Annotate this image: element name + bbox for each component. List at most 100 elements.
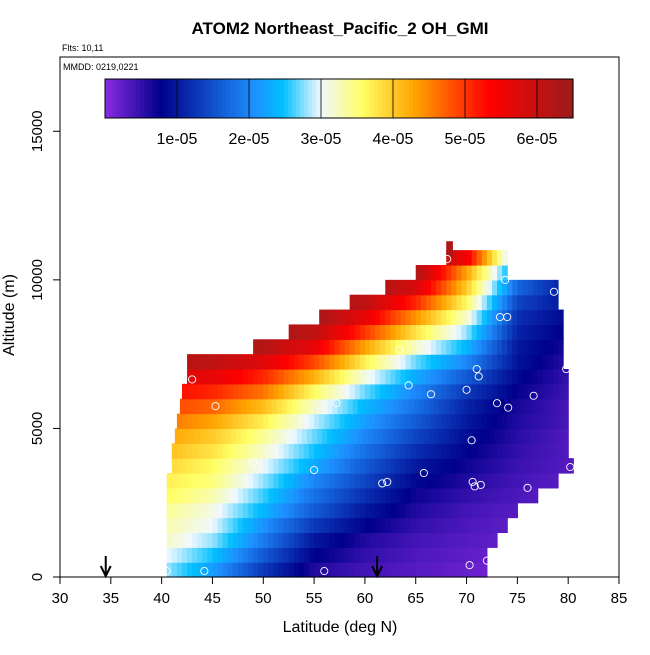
heatmap-cell: [512, 383, 518, 400]
heatmap-cell: [563, 383, 569, 400]
heatmap-cell: [263, 383, 269, 400]
heatmap-cell: [283, 517, 290, 534]
heatmap-cell: [507, 473, 513, 489]
heatmap-cell: [547, 324, 554, 340]
heatmap-cell: [364, 532, 371, 548]
heatmap-cell: [395, 354, 402, 370]
heatmap-cell: [532, 354, 539, 370]
heatmap-cell: [364, 443, 371, 459]
heatmap-cell: [410, 443, 417, 459]
heatmap-cell: [222, 487, 229, 504]
observation-point: [462, 385, 471, 394]
heatmap-cell: [476, 458, 483, 474]
heatmap-cell: [324, 413, 330, 430]
heatmap-cell: [293, 487, 300, 504]
heatmap-cell: [248, 547, 254, 563]
heatmap-cell: [552, 413, 559, 430]
heatmap-cell: [342, 428, 349, 444]
observation-markers: [162, 255, 575, 576]
heatmap-cell: [181, 487, 188, 504]
heatmap-cell: [240, 398, 247, 415]
heatmap-cell: [486, 532, 493, 548]
colorbar-swatch: [530, 79, 535, 118]
heatmap-cell: [212, 517, 219, 534]
heatmap-cell: [400, 383, 407, 400]
heatmap-cell: [303, 458, 310, 474]
heatmap-cell: [461, 443, 468, 459]
heatmap-cell: [375, 473, 381, 489]
heatmap-cell: [385, 383, 391, 400]
heatmap-cell: [405, 547, 412, 563]
observation-point: [465, 561, 474, 570]
heatmap-cell: [547, 339, 554, 355]
heatmap-cell: [474, 428, 481, 444]
heatmap-cell: [253, 487, 259, 504]
heatmap-cell: [476, 383, 483, 400]
heatmap-cell: [237, 354, 244, 370]
heatmap-cell: [237, 517, 244, 534]
heatmap-cell: [278, 413, 285, 430]
heatmap-cell: [237, 532, 244, 548]
heatmap-cell: [486, 294, 493, 311]
heatmap-cell: [385, 309, 391, 326]
heatmap-cell: [237, 369, 244, 385]
heatmap-cell: [349, 562, 356, 578]
heatmap-cell: [334, 532, 341, 548]
heatmap-cell: [369, 309, 376, 326]
heatmap-cell: [205, 398, 212, 415]
heatmap-cell: [288, 324, 295, 340]
heatmap-cell: [446, 458, 452, 474]
heatmap-cell: [481, 324, 488, 340]
heatmap-cell: [380, 517, 386, 534]
heatmap-cell: [410, 487, 417, 504]
heatmap-cell: [263, 487, 269, 504]
heatmap-cell: [486, 354, 493, 370]
heatmap-cell: [542, 309, 549, 326]
heatmap-cell: [195, 398, 201, 415]
heatmap-cell: [555, 428, 562, 444]
heatmap-cell: [405, 324, 412, 340]
heatmap-cell: [461, 517, 468, 534]
heatmap-cell: [207, 383, 214, 400]
heatmap-cell: [268, 532, 275, 548]
heatmap-cell: [212, 413, 219, 430]
heatmap-cell: [446, 473, 452, 489]
heatmap-cell: [303, 547, 310, 563]
heatmap-cell: [491, 413, 498, 430]
heatmap-cell: [512, 294, 518, 311]
heatmap-cell: [385, 443, 391, 459]
heatmap-cell: [552, 383, 559, 400]
heatmap-cell: [439, 428, 445, 444]
colorbar-swatch: [553, 79, 558, 118]
heatmap-cell: [497, 354, 503, 370]
heatmap-cell: [441, 383, 447, 400]
y-tick-label: 0: [29, 573, 46, 581]
heatmap-cell: [369, 517, 376, 534]
heatmap-cell: [314, 339, 320, 355]
heatmap-cell: [461, 339, 468, 355]
heatmap-cell: [166, 532, 173, 548]
heatmap-cell: [344, 532, 351, 548]
heatmap-cell: [532, 294, 539, 311]
heatmap-cell: [481, 487, 488, 504]
heatmap-cell: [225, 428, 232, 444]
heatmap-cell: [481, 532, 488, 548]
heatmap-cell: [278, 354, 285, 370]
heatmap-cell: [354, 517, 361, 534]
colorbar-swatch: [350, 79, 356, 118]
heatmap-cell: [187, 383, 193, 400]
heatmap-cell: [364, 458, 371, 474]
heatmap-cell: [489, 428, 496, 444]
heatmap-cell: [166, 562, 173, 578]
heatmap-cell: [283, 487, 290, 504]
heatmap-cell: [436, 279, 442, 296]
heatmap-cell: [451, 532, 457, 548]
colorbar-swatch: [362, 79, 367, 118]
heatmap-cell: [420, 532, 427, 548]
date-note: MMDD: 0219,0221: [63, 62, 139, 72]
heatmap-cell: [298, 339, 305, 355]
heatmap-cell: [390, 443, 396, 459]
heatmap-cell: [263, 458, 269, 474]
heatmap-cell: [466, 487, 473, 504]
heatmap-cell: [263, 473, 269, 489]
